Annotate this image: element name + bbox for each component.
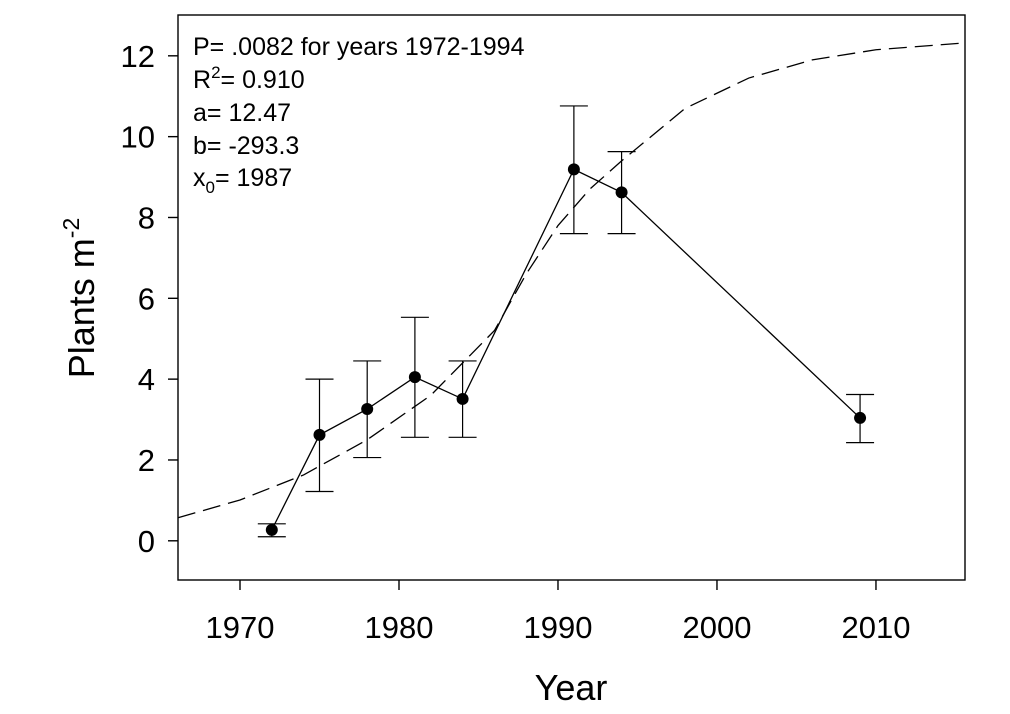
annotation-x0-value: x0= 1987 bbox=[193, 164, 292, 197]
annotation-x-symbol: x bbox=[193, 164, 206, 192]
y-axis-tick-label: 4 bbox=[138, 362, 155, 397]
data-point bbox=[313, 428, 326, 441]
data-point bbox=[265, 523, 278, 536]
x-axis-tick-label: 1970 bbox=[206, 610, 275, 645]
annotation-r-value: = 0.910 bbox=[221, 66, 305, 94]
data-point bbox=[456, 392, 469, 405]
data-point bbox=[361, 403, 374, 416]
y-axis-title-superscript: -2 bbox=[58, 218, 84, 238]
fit-curve bbox=[177, 42, 966, 519]
annotation-b-value: b= -293.3 bbox=[193, 132, 299, 160]
axis-ticks: 1970 1980 1990 2000 2010 0 2 4 6 8 10 12 bbox=[121, 39, 911, 645]
series-line bbox=[271, 168, 861, 531]
y-axis-tick-label: 6 bbox=[138, 281, 155, 316]
annotation-x-subscript: 0 bbox=[206, 178, 215, 197]
annotation-r-superscript: 2 bbox=[211, 63, 220, 82]
x-axis-tick-label: 2010 bbox=[841, 610, 910, 645]
data-point bbox=[854, 411, 867, 424]
y-axis-tick-label: 0 bbox=[138, 524, 155, 559]
y-axis-tick-label: 2 bbox=[138, 443, 155, 478]
y-axis-title-text: Plants m bbox=[61, 238, 102, 378]
annotation-r-symbol: R bbox=[193, 66, 211, 94]
annotation-p-value: P= .0082 for years 1972-1994 bbox=[193, 33, 525, 61]
plot-frame bbox=[177, 14, 966, 581]
y-axis-tick-label: 8 bbox=[138, 200, 155, 235]
x-axis-title: Year bbox=[535, 667, 608, 708]
x-axis-tick-label: 2000 bbox=[682, 610, 751, 645]
x-axis-tick-label: 1990 bbox=[524, 610, 593, 645]
data-point bbox=[567, 163, 580, 176]
y-axis-title: Plants m-2 bbox=[58, 218, 102, 379]
data-point bbox=[615, 186, 628, 199]
fit-annotation: P= .0082 for years 1972-1994 R2= 0.910 a… bbox=[193, 33, 525, 197]
y-axis-tick-label: 10 bbox=[121, 120, 155, 155]
fit-curve-layer bbox=[177, 42, 966, 519]
data-series-layer bbox=[257, 105, 875, 538]
annotation-a-value: a= 12.47 bbox=[193, 99, 291, 127]
x-axis-tick-label: 1980 bbox=[365, 610, 434, 645]
annotation-r-squared: R2= 0.910 bbox=[193, 63, 305, 94]
annotation-x0-number: = 1987 bbox=[215, 164, 292, 192]
y-axis-tick-label: 12 bbox=[121, 39, 155, 74]
data-point bbox=[408, 371, 421, 384]
